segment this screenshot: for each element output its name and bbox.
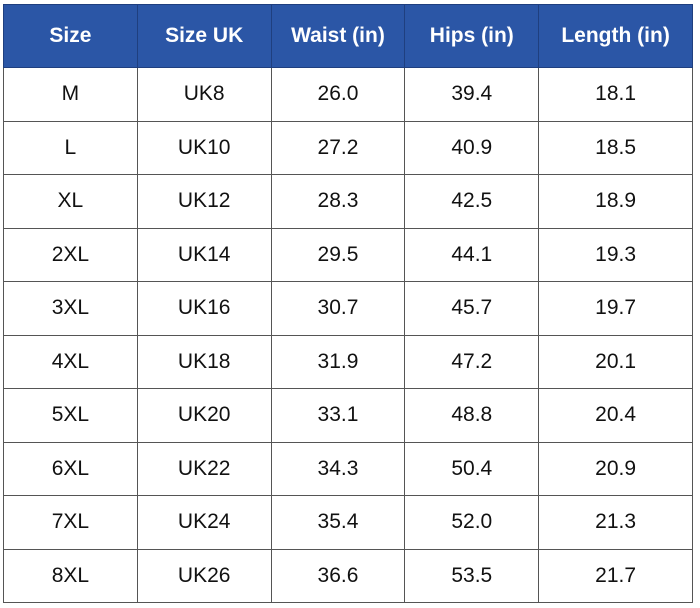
column-header-size: Size bbox=[3, 4, 138, 68]
cell-waist: 35.4 bbox=[270, 495, 406, 550]
cell-size: 2XL bbox=[3, 227, 138, 282]
cell-length: 18.1 bbox=[538, 67, 693, 122]
cell-size: 8XL bbox=[3, 548, 138, 603]
cell-hips: 50.4 bbox=[404, 441, 540, 496]
column-header-size-uk: Size UK bbox=[136, 4, 272, 68]
cell-waist: 34.3 bbox=[270, 441, 406, 496]
cell-waist: 30.7 bbox=[270, 281, 406, 336]
cell-hips: 42.5 bbox=[404, 174, 540, 229]
cell-waist: 36.6 bbox=[270, 548, 406, 603]
cell-size-uk: UK26 bbox=[136, 548, 272, 603]
cell-size: 4XL bbox=[3, 334, 138, 389]
cell-hips: 39.4 bbox=[404, 67, 540, 122]
cell-waist: 31.9 bbox=[270, 334, 406, 389]
cell-hips: 53.5 bbox=[404, 548, 540, 603]
cell-hips: 47.2 bbox=[404, 334, 540, 389]
cell-hips: 44.1 bbox=[404, 227, 540, 282]
cell-size-uk: UK22 bbox=[136, 441, 272, 496]
cell-size-uk: UK16 bbox=[136, 281, 272, 336]
cell-length: 18.9 bbox=[538, 174, 693, 229]
table-row: 2XL UK14 29.5 44.1 19.3 bbox=[3, 227, 693, 282]
cell-size-uk: UK14 bbox=[136, 227, 272, 282]
cell-size: 7XL bbox=[3, 495, 138, 550]
cell-size-uk: UK24 bbox=[136, 495, 272, 550]
table-row: L UK10 27.2 40.9 18.5 bbox=[3, 120, 693, 175]
table-row: 8XL UK26 36.6 53.5 21.7 bbox=[3, 548, 693, 603]
cell-length: 18.5 bbox=[538, 120, 693, 175]
cell-size-uk: UK20 bbox=[136, 388, 272, 443]
cell-waist: 27.2 bbox=[270, 120, 406, 175]
cell-waist: 26.0 bbox=[270, 67, 406, 122]
cell-length: 21.7 bbox=[538, 548, 693, 603]
cell-size-uk: UK8 bbox=[136, 67, 272, 122]
cell-length: 19.3 bbox=[538, 227, 693, 282]
cell-size: L bbox=[3, 120, 138, 175]
cell-hips: 48.8 bbox=[404, 388, 540, 443]
table-row: 5XL UK20 33.1 48.8 20.4 bbox=[3, 388, 693, 443]
cell-waist: 33.1 bbox=[270, 388, 406, 443]
cell-length: 20.1 bbox=[538, 334, 693, 389]
cell-waist: 29.5 bbox=[270, 227, 406, 282]
cell-size: 3XL bbox=[3, 281, 138, 336]
table-row: 4XL UK18 31.9 47.2 20.1 bbox=[3, 334, 693, 389]
column-header-length: Length (in) bbox=[538, 4, 693, 68]
cell-length: 20.9 bbox=[538, 441, 693, 496]
column-header-hips: Hips (in) bbox=[404, 4, 540, 68]
table-row: 6XL UK22 34.3 50.4 20.9 bbox=[3, 441, 693, 496]
table-row: 7XL UK24 35.4 52.0 21.3 bbox=[3, 495, 693, 550]
cell-length: 19.7 bbox=[538, 281, 693, 336]
cell-size: 6XL bbox=[3, 441, 138, 496]
cell-size-uk: UK18 bbox=[136, 334, 272, 389]
column-header-waist: Waist (in) bbox=[270, 4, 406, 68]
cell-hips: 40.9 bbox=[404, 120, 540, 175]
cell-length: 21.3 bbox=[538, 495, 693, 550]
cell-size-uk: UK10 bbox=[136, 120, 272, 175]
table-row: M UK8 26.0 39.4 18.1 bbox=[3, 67, 693, 122]
cell-length: 20.4 bbox=[538, 388, 693, 443]
cell-size: XL bbox=[3, 174, 138, 229]
cell-waist: 28.3 bbox=[270, 174, 406, 229]
cell-hips: 52.0 bbox=[404, 495, 540, 550]
cell-size: 5XL bbox=[3, 388, 138, 443]
table-row: 3XL UK16 30.7 45.7 19.7 bbox=[3, 281, 693, 336]
size-chart-table: Size Size UK Waist (in) Hips (in) Length (in… bbox=[3, 4, 693, 603]
cell-hips: 45.7 bbox=[404, 281, 540, 336]
table-row: XL UK12 28.3 42.5 18.9 bbox=[3, 174, 693, 229]
cell-size-uk: UK12 bbox=[136, 174, 272, 229]
header-row: Size Size UK Waist (in) Hips (in) Length (in… bbox=[3, 4, 693, 68]
cell-size: M bbox=[3, 67, 138, 122]
